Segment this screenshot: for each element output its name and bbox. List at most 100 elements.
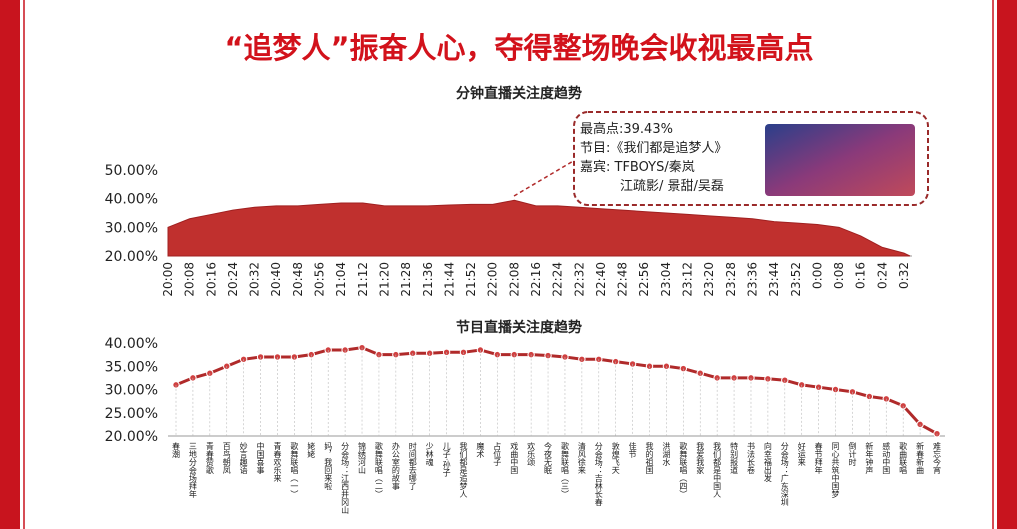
x-tick-label: 感动中国 — [882, 441, 891, 475]
x-tick-label: 三地分会场拜年 — [188, 442, 197, 499]
x-tick-label: 22:56 — [637, 262, 651, 297]
x-tick-label: 清风徐来 — [577, 441, 586, 475]
x-tick-label: 我们都是追梦人 — [459, 441, 468, 498]
page-title: “追梦人”振奋人心，夺得整场晚会收视最高点 — [224, 31, 813, 65]
point — [425, 349, 434, 357]
line — [175, 346, 938, 435]
x-tick-label: 0:32 — [897, 262, 911, 289]
x-tick-label: 时间都去哪了 — [408, 441, 417, 490]
frame-right — [997, 0, 1017, 529]
x-tick-label: 0:16 — [854, 262, 868, 289]
x-tick-label: 0:24 — [875, 262, 889, 289]
chart-title: 节目直播关注度趋势 — [456, 319, 582, 336]
x-tick-label: 21:12 — [356, 262, 370, 297]
point — [324, 346, 332, 354]
point — [409, 349, 417, 357]
point — [358, 343, 366, 352]
x-tick-label: 22:00 — [486, 262, 500, 297]
x-tick-label: 20:40 — [269, 262, 283, 297]
x-tick-label: 0:08 — [832, 262, 846, 289]
annotation-text: 江疏影/ 景甜/吴磊 — [620, 178, 724, 194]
y-tick-label: 30.00% — [105, 383, 158, 399]
x-tick-label: 0:00 — [810, 262, 824, 289]
x-tick-label: 倒计时 — [848, 441, 857, 466]
y-tick-label: 35.00% — [105, 359, 158, 375]
y-tick-label: 40.00% — [105, 192, 158, 208]
point — [899, 402, 907, 410]
x-tick-label: 中国喜事 — [256, 441, 265, 474]
x-tick-label: 新春新曲 — [916, 441, 925, 475]
point — [578, 355, 586, 363]
x-tick-label: 好运来 — [797, 441, 806, 467]
x-tick-label: 洪湖水 — [662, 441, 671, 466]
x-tick-label: 22:48 — [616, 262, 630, 297]
x-tick-label: 春节拜年 — [814, 441, 823, 475]
x-tick-label: 分会场：江西井冈山 — [341, 442, 350, 515]
x-tick-label: 21:52 — [464, 262, 478, 297]
x-tick-label: 向幸福出发 — [763, 441, 772, 483]
x-tick-label: 20:16 — [204, 262, 218, 297]
x-tick-label: 书法长卷 — [746, 441, 755, 474]
annotation-text: 节目:《我们都是追梦人》 — [580, 140, 727, 156]
x-tick-label: 今夜无眠 — [544, 441, 553, 475]
x-tick-label: 分会场：吉林长春 — [594, 442, 603, 506]
x-tick-label: 22:08 — [507, 262, 521, 297]
x-tick-label: 21:28 — [399, 262, 413, 297]
x-tick-label: 21:04 — [334, 262, 348, 297]
x-tick-label: 欢乐颂 — [527, 441, 536, 467]
y-tick-label: 25.00% — [105, 406, 158, 422]
point — [865, 392, 874, 401]
x-tick-label: 20:00 — [161, 262, 175, 297]
chart-title: 分钟直播关注度趋势 — [456, 85, 582, 102]
point — [172, 381, 180, 389]
x-tick-label: 歌舞联唱（四） — [679, 441, 688, 498]
annotation-text: 嘉宾: TFBOYS/秦岚 — [580, 159, 695, 175]
x-tick-label: 魔术 — [476, 441, 485, 459]
y-tick-label: 50.00% — [105, 163, 158, 179]
x-tick-label: 难忘今宵 — [933, 441, 942, 475]
annotation-image — [765, 124, 915, 196]
y-tick-label: 30.00% — [105, 220, 158, 236]
y-tick-label: 20.00% — [105, 429, 158, 445]
x-tick-label: 戏曲中国 — [510, 441, 519, 475]
y-tick-label: 40.00% — [105, 336, 158, 352]
x-tick-label: 百鸟朝凤 — [222, 442, 231, 475]
x-tick-label: 20:32 — [248, 262, 262, 297]
x-tick-label: 春潮 — [172, 441, 181, 459]
x-tick-label: 20:56 — [313, 262, 327, 297]
x-tick-label: 歌舞联唱（三） — [560, 441, 569, 498]
x-tick-label: 23:04 — [659, 262, 673, 297]
x-tick-label: 锦绣河山 — [358, 441, 367, 475]
x-tick-label: 分会场：广东深圳 — [780, 442, 789, 507]
x-tick-label: 20:24 — [226, 262, 240, 297]
point — [595, 355, 603, 363]
x-tick-label: 22:24 — [551, 262, 565, 297]
point — [239, 355, 248, 363]
x-tick-label: 23:44 — [767, 262, 781, 297]
x-tick-label: 我们都是中国人 — [713, 441, 722, 498]
x-tick-label: 23:12 — [681, 262, 695, 297]
x-tick-label: 青春欢乐来 — [273, 441, 282, 483]
x-tick-label: 21:44 — [442, 262, 456, 297]
x-tick-label: 占位子 — [493, 441, 502, 466]
x-tick-label: 少林魂 — [425, 442, 434, 467]
annotation-text: 最高点:39.43% — [580, 121, 673, 137]
x-tick-label: 儿子·孙子 — [442, 442, 451, 477]
x-tick-label: 佳节 — [628, 441, 637, 459]
x-tick-label: 21:20 — [377, 262, 391, 297]
y-tick-label: 20.00% — [105, 249, 158, 265]
x-tick-label: 妈，我回来啦 — [324, 441, 333, 490]
x-tick-label: 同心共筑中国梦 — [831, 442, 840, 499]
point — [206, 369, 214, 377]
x-tick-label: 22:40 — [594, 262, 608, 297]
frame-left — [0, 0, 20, 529]
x-tick-label: 20:48 — [291, 262, 305, 297]
x-tick-label: 妙言趣语 — [239, 441, 248, 475]
point — [341, 346, 349, 354]
point — [476, 346, 485, 354]
x-tick-label: 23:28 — [724, 262, 738, 297]
x-tick-label: 敦煌飞天 — [611, 441, 620, 475]
point — [696, 369, 704, 377]
